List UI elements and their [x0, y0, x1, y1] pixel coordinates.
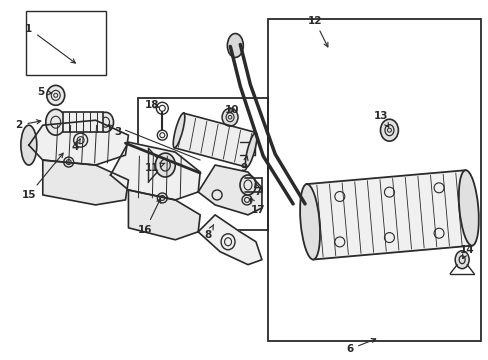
- Text: 18: 18: [145, 100, 159, 110]
- Text: 11: 11: [145, 163, 164, 173]
- Polygon shape: [174, 113, 255, 167]
- Ellipse shape: [240, 175, 255, 195]
- Ellipse shape: [222, 108, 238, 126]
- Text: 15: 15: [21, 153, 63, 200]
- Polygon shape: [198, 215, 262, 265]
- Text: 5: 5: [37, 87, 52, 97]
- Bar: [26, 11, 105, 75]
- Ellipse shape: [155, 153, 175, 177]
- Ellipse shape: [227, 33, 243, 58]
- Text: 8: 8: [204, 225, 213, 240]
- Polygon shape: [128, 190, 200, 240]
- Text: 16: 16: [138, 199, 160, 235]
- Polygon shape: [198, 165, 262, 215]
- Ellipse shape: [458, 170, 478, 246]
- Ellipse shape: [300, 184, 319, 260]
- Text: 17: 17: [250, 198, 264, 215]
- Ellipse shape: [454, 251, 468, 269]
- Text: 2: 2: [15, 120, 41, 130]
- Polygon shape: [110, 142, 200, 200]
- Text: 4: 4: [72, 139, 80, 152]
- Text: 6: 6: [346, 338, 375, 354]
- Text: 9: 9: [240, 156, 247, 173]
- Text: 1: 1: [25, 24, 75, 63]
- Ellipse shape: [47, 85, 64, 105]
- Text: 13: 13: [373, 111, 388, 127]
- Ellipse shape: [21, 125, 37, 165]
- Bar: [62, 112, 102, 132]
- Bar: [138, 98, 267, 230]
- Ellipse shape: [380, 119, 398, 141]
- Polygon shape: [306, 170, 471, 260]
- Text: 14: 14: [459, 245, 473, 258]
- Ellipse shape: [98, 112, 113, 132]
- Text: 7: 7: [254, 183, 261, 197]
- Bar: [267, 19, 480, 341]
- Ellipse shape: [46, 109, 65, 135]
- Ellipse shape: [245, 132, 257, 167]
- Text: 12: 12: [307, 15, 327, 47]
- Ellipse shape: [173, 113, 184, 148]
- Text: 3: 3: [108, 125, 121, 137]
- Polygon shape: [29, 120, 128, 165]
- Text: 10: 10: [224, 105, 239, 115]
- Polygon shape: [42, 160, 128, 205]
